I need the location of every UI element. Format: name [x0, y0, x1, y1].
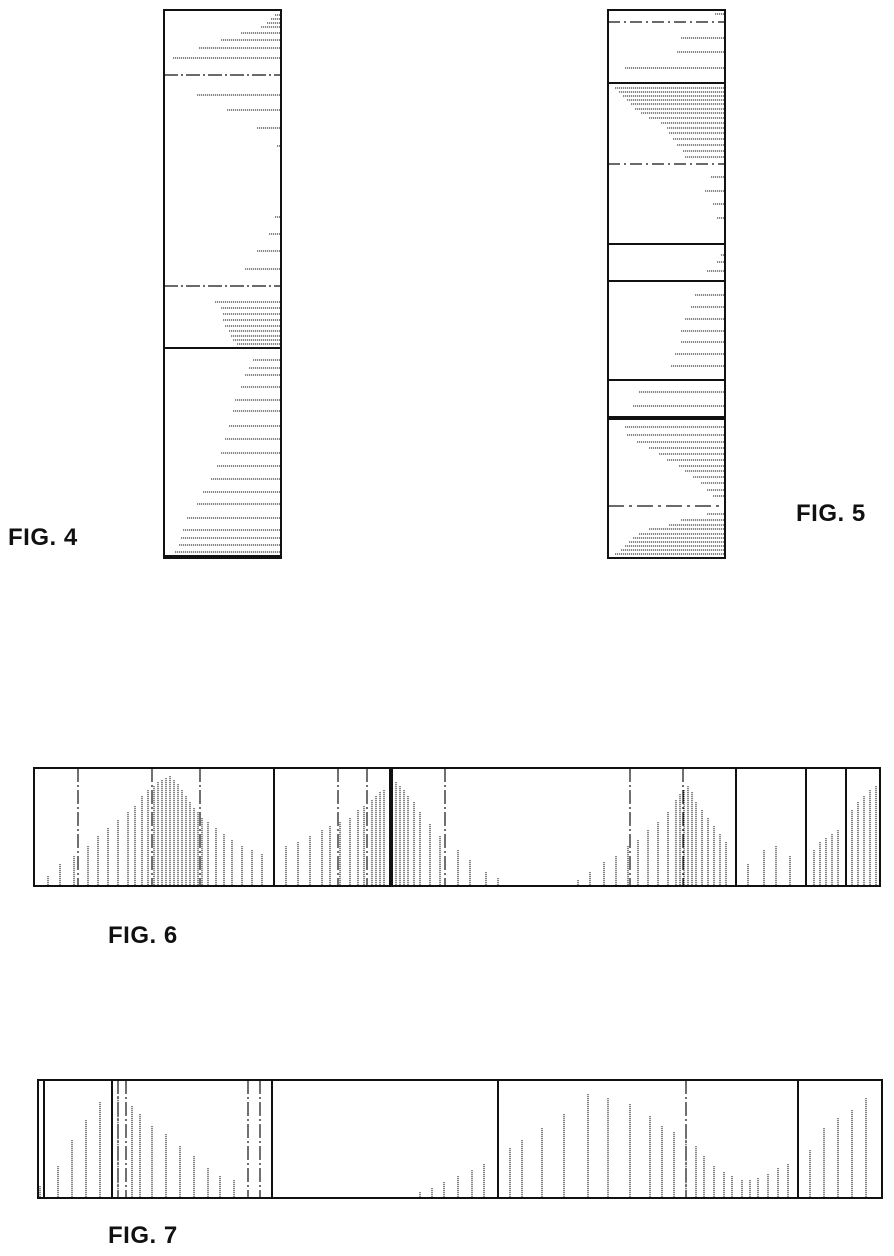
- fig5-label: FIG. 5: [796, 500, 866, 528]
- fig7-diagram: [34, 1076, 886, 1202]
- fig6-strip-plot: [30, 764, 884, 890]
- fig4-diagram: [160, 6, 286, 562]
- fig4-frame: [164, 10, 281, 558]
- fig6-label: FIG. 6: [108, 922, 178, 950]
- fig7-label: FIG. 7: [108, 1222, 178, 1250]
- fig6-diagram: [30, 764, 884, 890]
- fig4-strip-plot: [160, 6, 286, 562]
- fig7-frame: [38, 1080, 882, 1198]
- fig5-strip-plot: [604, 6, 730, 562]
- fig5-diagram: [604, 6, 730, 562]
- fig6-frame: [34, 768, 880, 886]
- fig7-strip-plot: [34, 1076, 886, 1202]
- fig4-label: FIG. 4: [8, 524, 78, 552]
